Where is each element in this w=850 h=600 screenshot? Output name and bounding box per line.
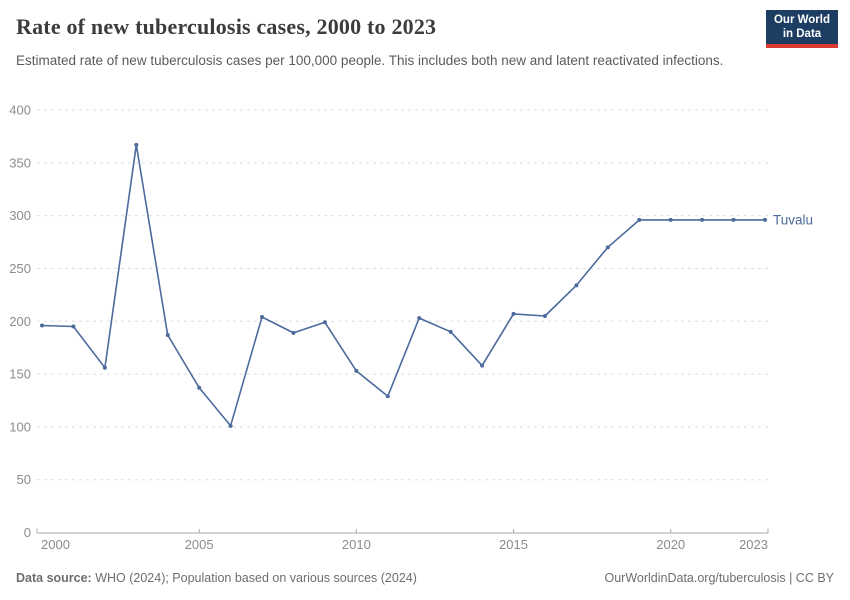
y-tick-label-50: 50 bbox=[17, 472, 31, 487]
y-tick-label-250: 250 bbox=[9, 261, 31, 276]
owid-logo[interactable]: Our World in Data bbox=[766, 10, 838, 48]
data-point-2018[interactable] bbox=[605, 245, 610, 250]
y-tick-label-0: 0 bbox=[24, 525, 31, 540]
data-source-label: Data source: bbox=[16, 571, 92, 585]
data-point-2017[interactable] bbox=[574, 283, 579, 288]
owid-link[interactable]: OurWorldinData.org/tuberculosis | CC BY bbox=[604, 571, 835, 585]
data-point-2001[interactable] bbox=[71, 324, 76, 329]
data-point-2021[interactable] bbox=[700, 217, 705, 222]
owid-logo-line1: Our World bbox=[773, 13, 830, 26]
data-point-2016[interactable] bbox=[542, 313, 547, 318]
data-point-2011[interactable] bbox=[385, 394, 390, 399]
data-point-2022[interactable] bbox=[731, 217, 736, 222]
x-tick-label-2010: 2010 bbox=[342, 537, 371, 552]
x-tick-label-2005: 2005 bbox=[185, 537, 214, 552]
tuvalu-series-line[interactable] bbox=[41, 144, 765, 427]
y-tick-label-300: 300 bbox=[9, 208, 31, 223]
y-tick-label-150: 150 bbox=[9, 367, 31, 382]
data-point-2020[interactable] bbox=[668, 217, 673, 222]
data-source: Data source: WHO (2024); Population base… bbox=[16, 571, 417, 585]
x-tick-label-2023: 2023 bbox=[739, 537, 768, 552]
data-point-2003[interactable] bbox=[134, 142, 139, 147]
data-point-2014[interactable] bbox=[480, 363, 485, 368]
data-point-2012[interactable] bbox=[417, 316, 422, 321]
data-point-2019[interactable] bbox=[637, 217, 642, 222]
page-title: Rate of new tuberculosis cases, 2000 to … bbox=[16, 14, 437, 39]
data-point-2009[interactable] bbox=[322, 320, 327, 325]
x-tick-label-2000: 2000 bbox=[41, 537, 70, 552]
data-point-2010[interactable] bbox=[354, 368, 359, 373]
data-point-2008[interactable] bbox=[291, 330, 296, 335]
x-tick-label-2020: 2020 bbox=[656, 537, 685, 552]
chart-subtitle: Estimated rate of new tuberculosis cases… bbox=[16, 53, 724, 68]
owid-logo-line2: in Data bbox=[782, 28, 822, 40]
series-label-tuvalu[interactable]: Tuvalu bbox=[773, 212, 813, 227]
y-tick-label-200: 200 bbox=[9, 314, 31, 329]
data-point-2002[interactable] bbox=[102, 365, 107, 370]
data-point-2005[interactable] bbox=[197, 385, 202, 390]
data-point-2006[interactable] bbox=[228, 423, 233, 428]
data-point-2023[interactable] bbox=[763, 217, 767, 222]
y-tick-label-350: 350 bbox=[9, 155, 31, 170]
chart-footer: Data source: WHO (2024); Population base… bbox=[16, 571, 834, 585]
data-point-2013[interactable] bbox=[448, 329, 453, 334]
data-point-2007[interactable] bbox=[260, 315, 265, 320]
data-point-2015[interactable] bbox=[511, 311, 516, 316]
data-point-2004[interactable] bbox=[165, 332, 170, 337]
y-tick-label-100: 100 bbox=[9, 419, 31, 434]
x-tick-label-2015: 2015 bbox=[499, 537, 528, 552]
y-tick-label-400: 400 bbox=[9, 103, 31, 118]
data-source-text[interactable]: WHO (2024); Population based on various … bbox=[91, 571, 417, 585]
data-point-2000[interactable] bbox=[40, 323, 44, 328]
